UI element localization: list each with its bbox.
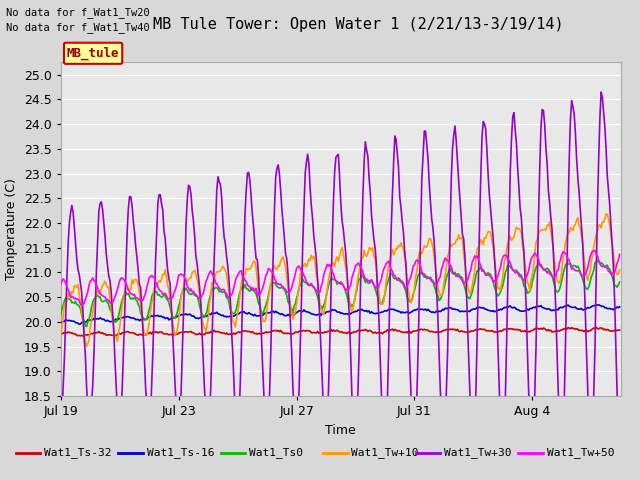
Text: MB_tule: MB_tule	[67, 47, 120, 60]
Text: Wat1_Ts-32: Wat1_Ts-32	[44, 447, 111, 458]
Text: MB Tule Tower: Open Water 1 (2/21/13-3/19/14): MB Tule Tower: Open Water 1 (2/21/13-3/1…	[153, 17, 564, 32]
Y-axis label: Temperature (C): Temperature (C)	[5, 178, 19, 280]
Text: Wat1_Tw+30: Wat1_Tw+30	[444, 447, 511, 458]
Text: No data for f_Wat1_Tw40: No data for f_Wat1_Tw40	[6, 22, 150, 33]
Text: Wat1_Ts-16: Wat1_Ts-16	[147, 447, 214, 458]
Text: No data for f_Wat1_Tw20: No data for f_Wat1_Tw20	[6, 7, 150, 18]
Text: Wat1_Tw+10: Wat1_Tw+10	[351, 447, 419, 458]
X-axis label: Time: Time	[325, 423, 356, 437]
Text: Wat1_Ts0: Wat1_Ts0	[249, 447, 303, 458]
Text: Wat1_Tw+50: Wat1_Tw+50	[547, 447, 614, 458]
